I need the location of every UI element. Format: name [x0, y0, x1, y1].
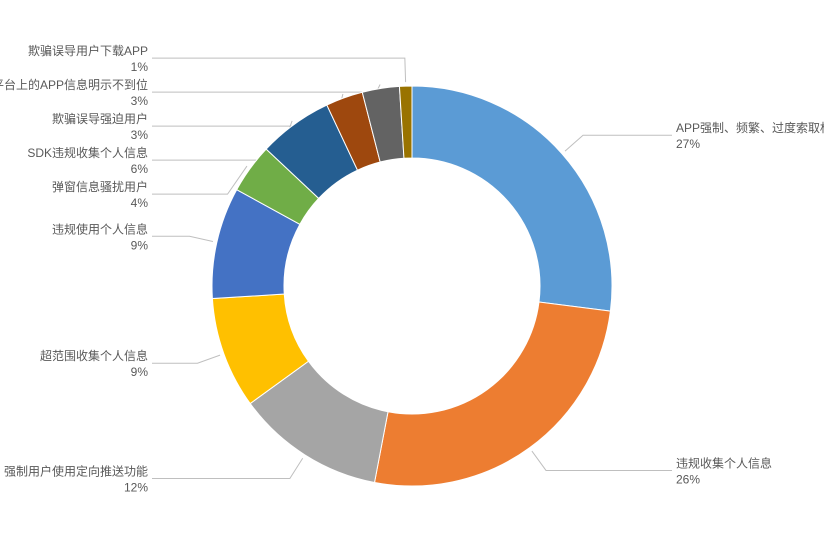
slice-label-6: SDK违规收集个人信息: [27, 145, 148, 160]
leader-3: [152, 355, 220, 363]
slice-label-9: 欺骗误导用户下载APP: [28, 43, 148, 58]
donut-chart: APP强制、频繁、过度索取权限 27% 违规收集个人信息 26% 强制用户使用定向推送功…: [0, 0, 824, 557]
slice-label-3: 超范围收集个人信息: [40, 348, 148, 363]
slice-label-4: 违规使用个人信息: [52, 221, 148, 236]
leader-8: [152, 85, 380, 93]
slice-label-2: 强制用户使用定向推送功能: [4, 464, 148, 479]
leader-4: [152, 236, 213, 241]
leader-5: [152, 166, 247, 194]
leader-1: [532, 451, 672, 470]
slice-label-1: 违规收集个人信息: [676, 455, 772, 470]
slice-percent-7: 3%: [131, 128, 149, 142]
slice-0: [412, 86, 612, 311]
slice-label-7: 欺骗误导强迫用户: [52, 111, 148, 126]
slice-percent-9: 1%: [131, 60, 149, 74]
slice-percent-4: 9%: [131, 238, 149, 252]
leader-9: [152, 58, 406, 82]
leader-0: [565, 135, 672, 151]
slice-percent-1: 26%: [676, 472, 700, 486]
slice-percent-5: 4%: [131, 196, 149, 210]
leader-2: [152, 458, 303, 478]
slice-percent-2: 12%: [124, 481, 148, 495]
slice-percent-3: 9%: [131, 365, 149, 379]
slice-label-8: 应用分发平台上的APP信息明示不到位: [0, 77, 148, 92]
slice-label-5: 弹窗信息骚扰用户: [52, 179, 148, 194]
slice-label-0: APP强制、频繁、过度索取权限: [676, 120, 824, 135]
slice-percent-6: 6%: [131, 162, 149, 176]
slice-percent-0: 27%: [676, 137, 700, 151]
slices: [212, 86, 612, 486]
slice-1: [375, 302, 611, 486]
slice-percent-8: 3%: [131, 94, 149, 108]
